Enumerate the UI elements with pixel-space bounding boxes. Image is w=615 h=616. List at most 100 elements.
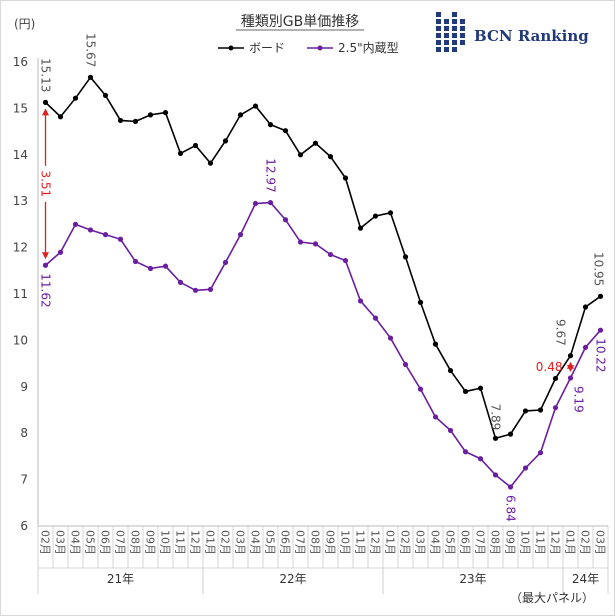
x-tick-label: 04月 <box>69 530 82 555</box>
data-point <box>387 335 394 341</box>
data-point <box>222 138 229 144</box>
data-label: 7.89 <box>489 404 503 431</box>
x-tick-label: 11月 <box>354 530 367 555</box>
data-point <box>57 249 64 255</box>
data-point <box>147 112 154 118</box>
annotation-label: 0.48 <box>536 360 563 374</box>
logo-square <box>436 26 441 31</box>
year-label: 22年 <box>279 572 306 586</box>
logo-text: BCN Ranking <box>474 27 589 45</box>
data-point <box>372 213 379 219</box>
logo-square <box>444 33 449 38</box>
data-point <box>342 175 349 181</box>
data-point <box>387 210 394 216</box>
x-tick-label: 10月 <box>339 530 352 555</box>
year-label: 21年 <box>107 572 134 586</box>
legend: ボード 2.5"内蔵型 <box>218 41 399 55</box>
data-point <box>357 225 364 231</box>
logo-square <box>436 47 441 52</box>
logo-square <box>460 19 465 24</box>
logo-square <box>452 12 457 17</box>
series-layer <box>42 74 604 490</box>
logo-square <box>452 33 457 38</box>
data-point <box>252 103 259 109</box>
data-point <box>207 286 214 292</box>
data-point <box>447 367 454 374</box>
bcn-logo: BCN Ranking <box>436 12 589 52</box>
x-tick-label: 02月 <box>219 530 232 555</box>
y-tick-label: 9 <box>20 380 28 394</box>
data-point <box>312 241 319 247</box>
data-point <box>132 118 139 124</box>
data-point <box>267 122 274 128</box>
y-tick-label: 12 <box>13 241 28 255</box>
data-point <box>237 232 244 238</box>
data-point <box>507 484 514 490</box>
data-point <box>552 405 559 411</box>
x-tick-label: 07月 <box>114 530 127 555</box>
data-label: 10.22 <box>594 338 608 372</box>
logo-square <box>444 47 449 52</box>
data-point <box>162 263 169 269</box>
x-tick-label: 01月 <box>384 530 397 555</box>
data-point <box>402 254 409 260</box>
data-point <box>297 239 304 245</box>
x-tick-label: 05月 <box>444 530 457 555</box>
y-tick-label: 7 <box>20 473 28 487</box>
data-point <box>102 232 109 238</box>
data-point <box>117 236 124 242</box>
data-point <box>192 142 199 149</box>
data-label: 12.97 <box>264 158 278 192</box>
data-point <box>372 315 379 321</box>
data-point <box>132 258 139 265</box>
logo-square <box>460 40 465 45</box>
data-point <box>417 299 424 305</box>
data-point <box>492 472 499 478</box>
data-point <box>417 386 424 392</box>
chart-title: 種類別GB単価推移 <box>241 14 359 30</box>
logo-square <box>452 19 457 24</box>
arrow-down-icon <box>42 252 49 260</box>
data-point <box>237 112 244 118</box>
data-point <box>57 114 64 120</box>
y-tick-label: 13 <box>13 194 28 208</box>
data-point <box>582 304 589 310</box>
x-tick-label: 11月 <box>534 530 547 555</box>
data-point <box>342 257 349 264</box>
x-tick-label: 06月 <box>99 530 112 555</box>
data-labels-layer: 15.13 15.67 7.89 9.67 10.95 11.62 12.97 6.84 9.1… <box>39 33 608 522</box>
x-tick-label: 10月 <box>159 530 172 555</box>
logo-mark-icon <box>436 12 465 52</box>
data-point <box>522 465 529 471</box>
annotation-label-bg <box>38 165 53 202</box>
x-tick-label: 08月 <box>309 530 322 555</box>
logo-square <box>452 40 457 45</box>
y-tick-label: 15 <box>13 101 28 115</box>
y-tick-label: 14 <box>13 148 28 162</box>
y-tick-label: 10 <box>13 333 28 347</box>
logo-square <box>436 19 441 24</box>
x-tick-label: 07月 <box>474 530 487 555</box>
data-point <box>522 408 529 414</box>
data-point <box>102 92 109 99</box>
x-tick-label: 04月 <box>429 530 442 555</box>
x-tick-label: 02月 <box>399 530 412 555</box>
x-tick-label: 02月 <box>579 530 592 555</box>
data-point <box>327 251 334 258</box>
logo-square <box>436 12 441 17</box>
data-label: 15.67 <box>84 33 98 67</box>
x-tick-label: 12月 <box>549 530 562 555</box>
data-label: 9.67 <box>554 319 568 346</box>
x-tick-label: 01月 <box>564 530 577 555</box>
series-line-1 <box>44 201 602 489</box>
x-tick-label: 05月 <box>84 530 97 555</box>
data-point <box>282 128 289 134</box>
data-point <box>72 221 79 227</box>
y-tick-label: 8 <box>20 426 28 440</box>
x-tick-label: 03月 <box>594 530 607 555</box>
data-point <box>87 227 94 233</box>
legend-label-25inch: 2.5"内蔵型 <box>338 41 399 55</box>
